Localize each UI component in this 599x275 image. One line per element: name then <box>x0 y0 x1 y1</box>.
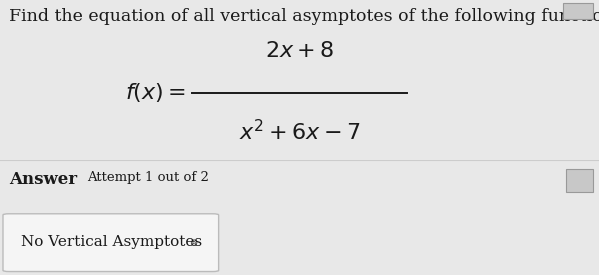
Text: Find the equation of all vertical asymptotes of the following function.: Find the equation of all vertical asympt… <box>9 8 599 25</box>
Text: No Vertical Asymptotes: No Vertical Asymptotes <box>21 235 202 249</box>
FancyBboxPatch shape <box>563 3 593 19</box>
Text: $f\left(x\right) = $: $f\left(x\right) = $ <box>125 81 186 104</box>
Text: Answer: Answer <box>9 171 77 188</box>
FancyBboxPatch shape <box>3 214 219 271</box>
Text: $2x + 8$: $2x + 8$ <box>265 40 334 62</box>
FancyBboxPatch shape <box>566 169 593 192</box>
Text: Attempt 1 out of 2: Attempt 1 out of 2 <box>87 171 208 184</box>
Text: $\circledcirc$: $\circledcirc$ <box>189 236 198 248</box>
Text: $x^2 + 6x - 7$: $x^2 + 6x - 7$ <box>239 120 360 145</box>
